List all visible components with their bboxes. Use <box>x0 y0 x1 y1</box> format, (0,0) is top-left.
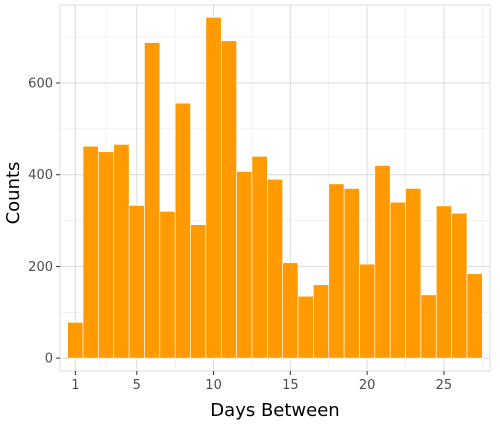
y-tick-label: 600 <box>28 76 53 91</box>
histogram-bar <box>82 145 99 359</box>
histogram-bar <box>282 262 299 359</box>
histogram-bar <box>420 294 437 359</box>
histogram-bar <box>451 212 468 359</box>
x-tick-label: 5 <box>133 378 141 393</box>
histogram-bar <box>251 156 268 359</box>
bars <box>67 17 483 359</box>
histogram-bar <box>67 322 84 359</box>
histogram-bar <box>220 40 237 359</box>
histogram-bar <box>144 42 161 359</box>
histogram-bar <box>328 183 345 359</box>
histogram-bar <box>190 224 207 359</box>
histogram-bar <box>359 263 376 359</box>
x-tick-label: 10 <box>205 378 222 393</box>
histogram-bar <box>466 273 483 359</box>
histogram-bar <box>313 284 330 359</box>
histogram-bar <box>389 201 406 359</box>
axis-ticks <box>56 82 445 375</box>
histogram-bar <box>236 171 253 359</box>
x-tick-label: 25 <box>436 378 453 393</box>
histogram-bar <box>98 151 115 359</box>
histogram-bar <box>435 205 452 359</box>
histogram-bar <box>113 144 130 359</box>
histogram-bar <box>159 211 176 359</box>
x-axis-title: Days Between <box>210 400 339 421</box>
histogram-bar <box>343 188 360 359</box>
y-tick-label: 400 <box>28 168 53 183</box>
histogram-bar <box>128 205 145 359</box>
histogram-bar <box>405 188 422 359</box>
x-tick-label: 1 <box>71 378 79 393</box>
histogram-bar <box>267 178 283 359</box>
x-tick-label: 15 <box>282 378 299 393</box>
histogram-bar <box>174 102 191 359</box>
histogram-bar <box>297 295 314 359</box>
histogram-bar <box>205 17 222 359</box>
y-tick-label: 0 <box>45 352 53 367</box>
histogram-bar <box>374 165 391 359</box>
y-tick-label: 200 <box>28 260 53 275</box>
x-tick-label: 20 <box>359 378 376 393</box>
y-axis-title: Counts <box>3 162 24 225</box>
